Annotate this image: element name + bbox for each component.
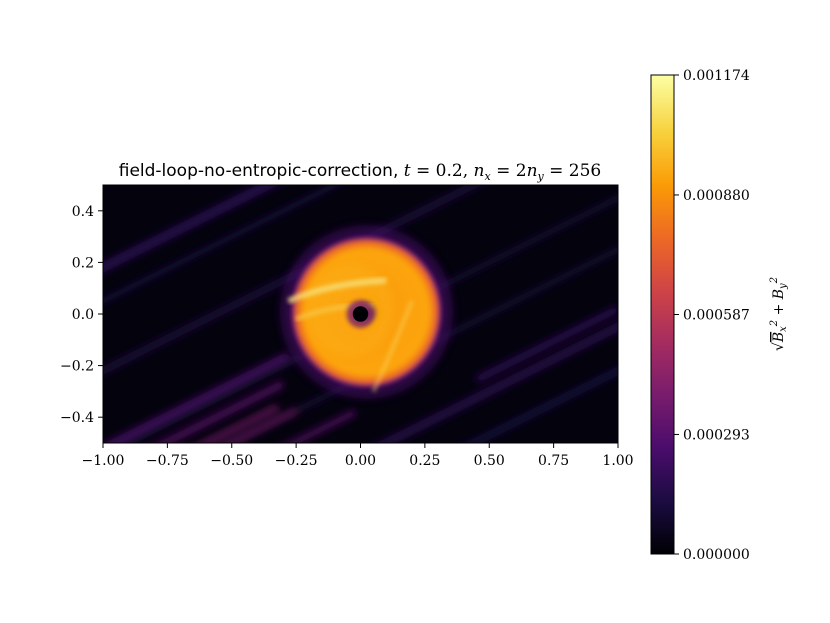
heatmap-trail	[104, 351, 291, 443]
title-name: field-loop-no-entropic-correction,	[119, 161, 399, 181]
x-tick-label: −1.00	[82, 453, 125, 469]
heatmap-stripe	[103, 185, 342, 305]
title-n-var: n	[474, 161, 485, 181]
loop-streak	[371, 300, 414, 393]
x-tick-label: 0.00	[345, 453, 376, 469]
x-tick-label: 0.50	[474, 453, 505, 469]
y-tick-label: 0.2	[72, 255, 94, 271]
title-t-eq: = 0.2,	[411, 161, 469, 181]
heatmap-stripe	[376, 321, 618, 443]
loop-streak	[287, 277, 387, 304]
x-tick-label: 1.00	[602, 453, 633, 469]
heatmap-trail	[474, 305, 618, 383]
heatmap-trail	[199, 404, 280, 443]
colorbar: 0.001174 0.000880 0.000587 0.000293 0.000000…	[650, 68, 789, 563]
colorbar-tick-label: 0.000293	[683, 427, 750, 443]
colorbar-tick-label: 0.000587	[683, 308, 750, 324]
title-t-var: t	[404, 161, 411, 181]
title-n-eq: = 256	[544, 161, 602, 181]
title-n2-sub: y	[537, 170, 545, 183]
y-tick-label: −0.4	[60, 410, 94, 426]
heatmap-trail	[286, 409, 357, 443]
colorbar-tick-label: 0.000880	[683, 188, 750, 204]
colorbar-tick-label: 0.000000	[683, 547, 750, 563]
field-loop	[279, 225, 454, 399]
x-tick-label: 0.25	[409, 453, 440, 469]
title-n-sub: x	[484, 170, 491, 183]
heatmap-trail	[156, 380, 285, 443]
x-tick-label: −0.50	[210, 453, 253, 469]
x-axis: −1.00 −0.75 −0.50 −0.25 0.00 0.25 0.50 0.75 1.00	[82, 443, 634, 469]
y-tick-label: −0.2	[60, 359, 94, 375]
chart-title: field-loop-no-entropic-correction, t = 0…	[119, 161, 602, 183]
colorbar-gradient	[650, 74, 675, 555]
colorbar-ticks: 0.001174 0.000880 0.000587 0.000293 0.000000	[674, 68, 750, 563]
colorbar-label: √Bx2 + By2	[769, 277, 789, 351]
y-axis: 0.4 0.2 0.0 −0.2 −0.4	[60, 204, 103, 426]
x-tick-label: −0.25	[275, 453, 318, 469]
heatmap-stripe	[103, 185, 279, 274]
heatmap-stripe	[464, 366, 618, 443]
title-eq-mid: = 2	[491, 161, 527, 181]
title-n2-var: n	[527, 161, 538, 181]
y-tick-label: 0.4	[72, 204, 94, 220]
x-tick-label: 0.75	[538, 453, 569, 469]
loop-hole	[352, 306, 369, 322]
colorbar-tick-label: 0.001174	[683, 68, 750, 84]
y-tick-label: 0.0	[72, 307, 94, 323]
x-tick-label: −0.75	[146, 453, 189, 469]
svg-text:field-loop-no-entropic-correct: field-loop-no-entropic-correction, t = 0…	[119, 161, 602, 183]
heatmap	[103, 185, 618, 443]
heatmap-trail	[226, 408, 298, 443]
